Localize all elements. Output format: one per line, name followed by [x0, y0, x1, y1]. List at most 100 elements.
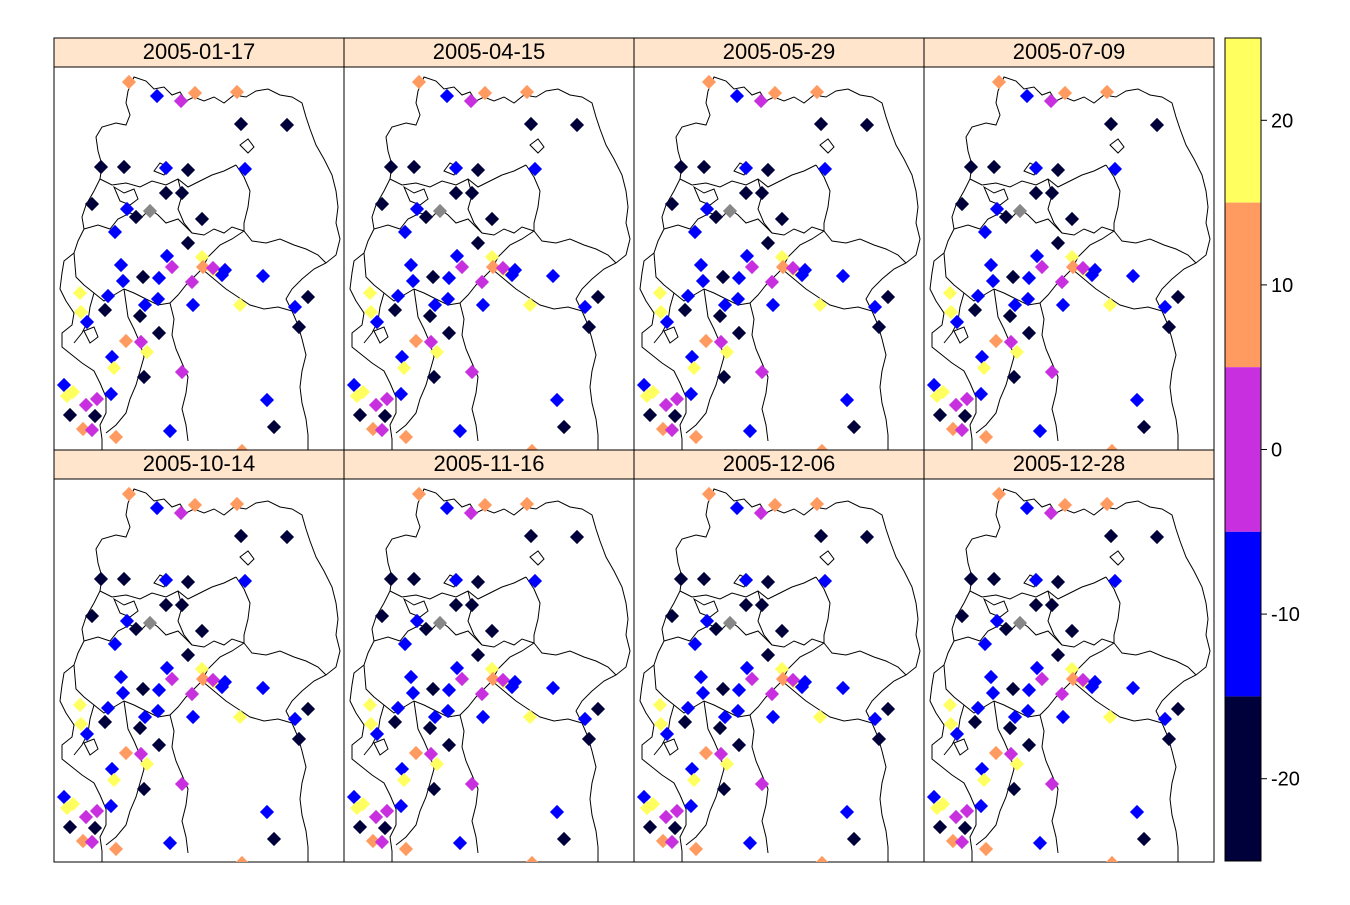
station-point	[349, 800, 365, 816]
panel-strip	[343, 449, 635, 480]
station-point	[695, 273, 711, 289]
station-point	[698, 333, 714, 349]
station-point	[62, 819, 78, 835]
station-point	[1034, 671, 1050, 687]
station-point	[448, 572, 464, 588]
station-point	[383, 159, 399, 175]
station-point	[232, 709, 248, 725]
station-point	[738, 572, 754, 588]
station-point	[659, 726, 675, 742]
station-point	[696, 571, 712, 587]
station-point	[1055, 709, 1071, 725]
station-point	[180, 647, 196, 663]
station-point	[719, 344, 735, 360]
station-point	[556, 831, 572, 847]
station-point	[132, 720, 148, 736]
station-point	[957, 820, 973, 836]
station-point	[959, 391, 975, 407]
station-point	[287, 299, 303, 315]
station-point	[859, 529, 875, 545]
station-point	[475, 297, 491, 313]
station-point	[519, 84, 535, 100]
station-point	[754, 597, 770, 613]
station-point	[266, 419, 282, 435]
station-point	[693, 257, 709, 273]
station-point	[696, 159, 712, 175]
station-point	[363, 716, 379, 732]
station-point	[974, 349, 990, 365]
station-point	[730, 703, 746, 719]
station-point	[495, 672, 511, 688]
station-point	[369, 726, 385, 742]
station-point	[1007, 297, 1023, 313]
station-point	[523, 116, 539, 132]
station-point	[712, 720, 728, 736]
legend-swatch	[1225, 696, 1261, 861]
station-point	[545, 268, 561, 284]
station-point	[440, 291, 456, 307]
station-point	[1107, 161, 1123, 177]
station-point	[684, 761, 700, 777]
station-point	[174, 597, 190, 613]
station-point	[393, 386, 409, 402]
station-point	[948, 397, 964, 413]
station-point	[137, 709, 153, 725]
station-point	[943, 716, 959, 732]
station-point	[942, 285, 958, 301]
station-point	[104, 761, 120, 777]
station-point	[680, 700, 696, 716]
map-panel: 2005-12-28	[923, 449, 1215, 900]
station-point	[234, 443, 250, 450]
station-point	[403, 257, 419, 273]
station-point	[1005, 681, 1021, 697]
station-point	[785, 672, 801, 688]
station-point	[977, 636, 993, 652]
station-point	[1129, 804, 1145, 820]
panel-strip	[923, 449, 1215, 480]
station-point	[664, 834, 680, 850]
station-point	[1032, 423, 1048, 439]
station-point	[963, 571, 979, 587]
station-point	[135, 269, 151, 285]
station-point	[998, 209, 1014, 225]
station-point	[279, 529, 295, 545]
station-point	[932, 407, 948, 423]
color-legend: 20 10 0 -10 -20	[1224, 37, 1300, 862]
station-point	[977, 224, 993, 240]
station-point	[730, 291, 746, 307]
station-point	[411, 74, 427, 90]
station-point	[346, 377, 362, 393]
station-point	[1009, 344, 1025, 360]
station-point	[680, 288, 696, 304]
station-point	[383, 571, 399, 587]
station-point	[814, 443, 830, 450]
station-point	[1103, 116, 1119, 132]
map-panel: 2005-04-15	[343, 37, 635, 451]
station-point	[93, 571, 109, 587]
station-point	[365, 421, 381, 437]
station-point	[1064, 623, 1080, 639]
station-point	[1054, 686, 1070, 702]
station-point	[1020, 291, 1036, 307]
station-point	[1065, 259, 1081, 275]
station-point	[139, 344, 155, 360]
station-point	[1087, 262, 1103, 278]
station-point	[97, 302, 113, 318]
station-point	[463, 93, 479, 109]
station-point	[1146, 889, 1160, 900]
station-point	[1012, 203, 1028, 219]
station-point	[87, 820, 103, 836]
station-point	[387, 714, 403, 730]
station-point	[1043, 505, 1059, 521]
station-point	[954, 196, 970, 212]
station-point	[107, 636, 123, 652]
station-point	[287, 711, 303, 727]
station-point	[859, 117, 875, 133]
station-point	[454, 259, 470, 275]
station-point	[839, 804, 855, 820]
station-point	[948, 809, 964, 825]
station-point	[84, 422, 100, 438]
station-point	[187, 497, 203, 513]
station-point	[642, 819, 658, 835]
station-point	[817, 161, 833, 177]
